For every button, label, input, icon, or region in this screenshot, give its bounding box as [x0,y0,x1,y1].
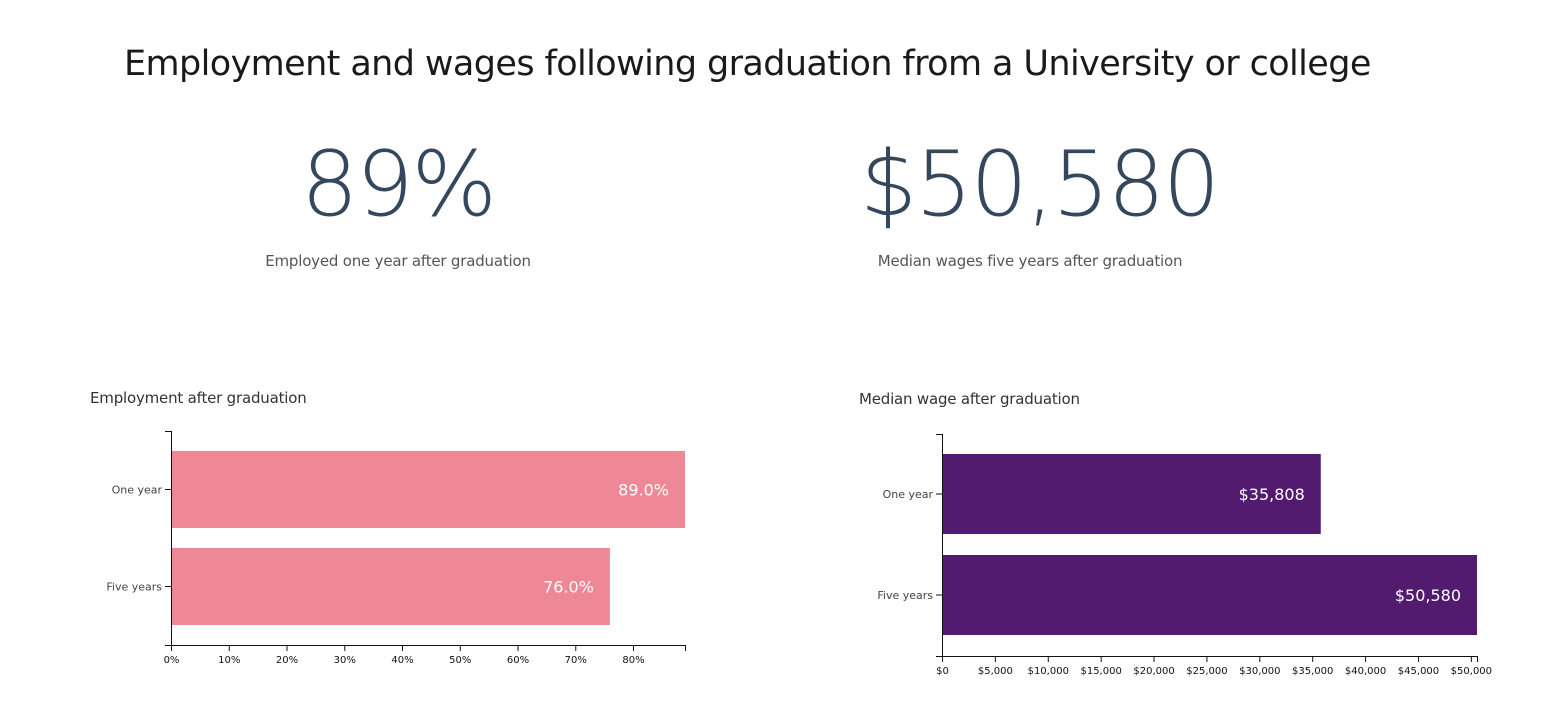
wage-x-tick-label: $45,000 [1398,666,1439,677]
employment-bar-label: 89.0% [618,481,669,500]
wage-category-label: One year [883,488,934,501]
employment-x-tick-label: 0% [164,655,180,666]
wage-bar-label: $50,580 [1395,586,1461,605]
page-title: Employment and wages following graduatio… [124,44,1371,84]
wage-x-axis [942,656,1478,662]
wage-x-tick-label: $40,000 [1345,666,1386,677]
wages-stat-caption: Median wages five years after graduation [877,252,1183,270]
employment-x-tick-label: 40% [391,655,413,666]
employment-y-axis [165,431,172,646]
wage-x-tick-label: $25,000 [1186,666,1227,677]
employment-bar-label: 76.0% [543,578,594,597]
employment-stat: 89% Employed one year after graduation [228,132,568,271]
employment-x-axis [171,645,686,651]
wages-stat: $50,580 Median wages five years after gr… [860,132,1220,271]
wage-bar-label: $35,808 [1239,485,1305,504]
employment-x-tick-label: 20% [276,655,298,666]
employment-category-label: Five years [106,581,162,594]
employment-stat-value: 89% [300,132,497,237]
employment-x-tick-label: 60% [507,655,529,666]
employment-chart: 89.0% One year 76.0% Five years 0% 10% 20% 30% 4… [106,431,686,666]
wage-x-tick-label: $35,000 [1292,666,1333,677]
employment-category-label: One year [112,484,163,497]
wage-x-tick-label: $15,000 [1080,666,1121,677]
employment-x-tick-label: 10% [218,655,240,666]
wage-chart: $35,808 One year $50,580 Five years $0 $5,000… [877,434,1492,677]
wage-category-label: Five years [877,589,933,602]
wage-chart-title: Median wage after graduation [859,390,1080,408]
employment-x-tick-label: 30% [334,655,356,666]
employment-x-tick-label: 80% [622,655,644,666]
wage-y-axis [936,434,943,657]
employment-chart-title: Employment after graduation [90,389,307,407]
wage-x-tick-label: $10,000 [1028,666,1069,677]
employment-x-tick-label: 70% [565,655,587,666]
wage-x-tick-label: $20,000 [1133,666,1174,677]
wage-x-tick-label: $5,000 [978,666,1013,677]
wage-x-tick-label: $0 [936,666,949,677]
employment-bar [171,548,610,625]
wage-bar [942,555,1477,635]
wage-x-tick-label: $50,000 [1451,666,1492,677]
employment-bar [171,451,685,528]
wage-bar [942,454,1321,534]
employment-x-tick-label: 50% [449,655,471,666]
wages-stat-value: $50,580 [860,132,1220,237]
wage-x-tick-label: $30,000 [1239,666,1280,677]
employment-stat-caption: Employed one year after graduation [265,252,531,270]
